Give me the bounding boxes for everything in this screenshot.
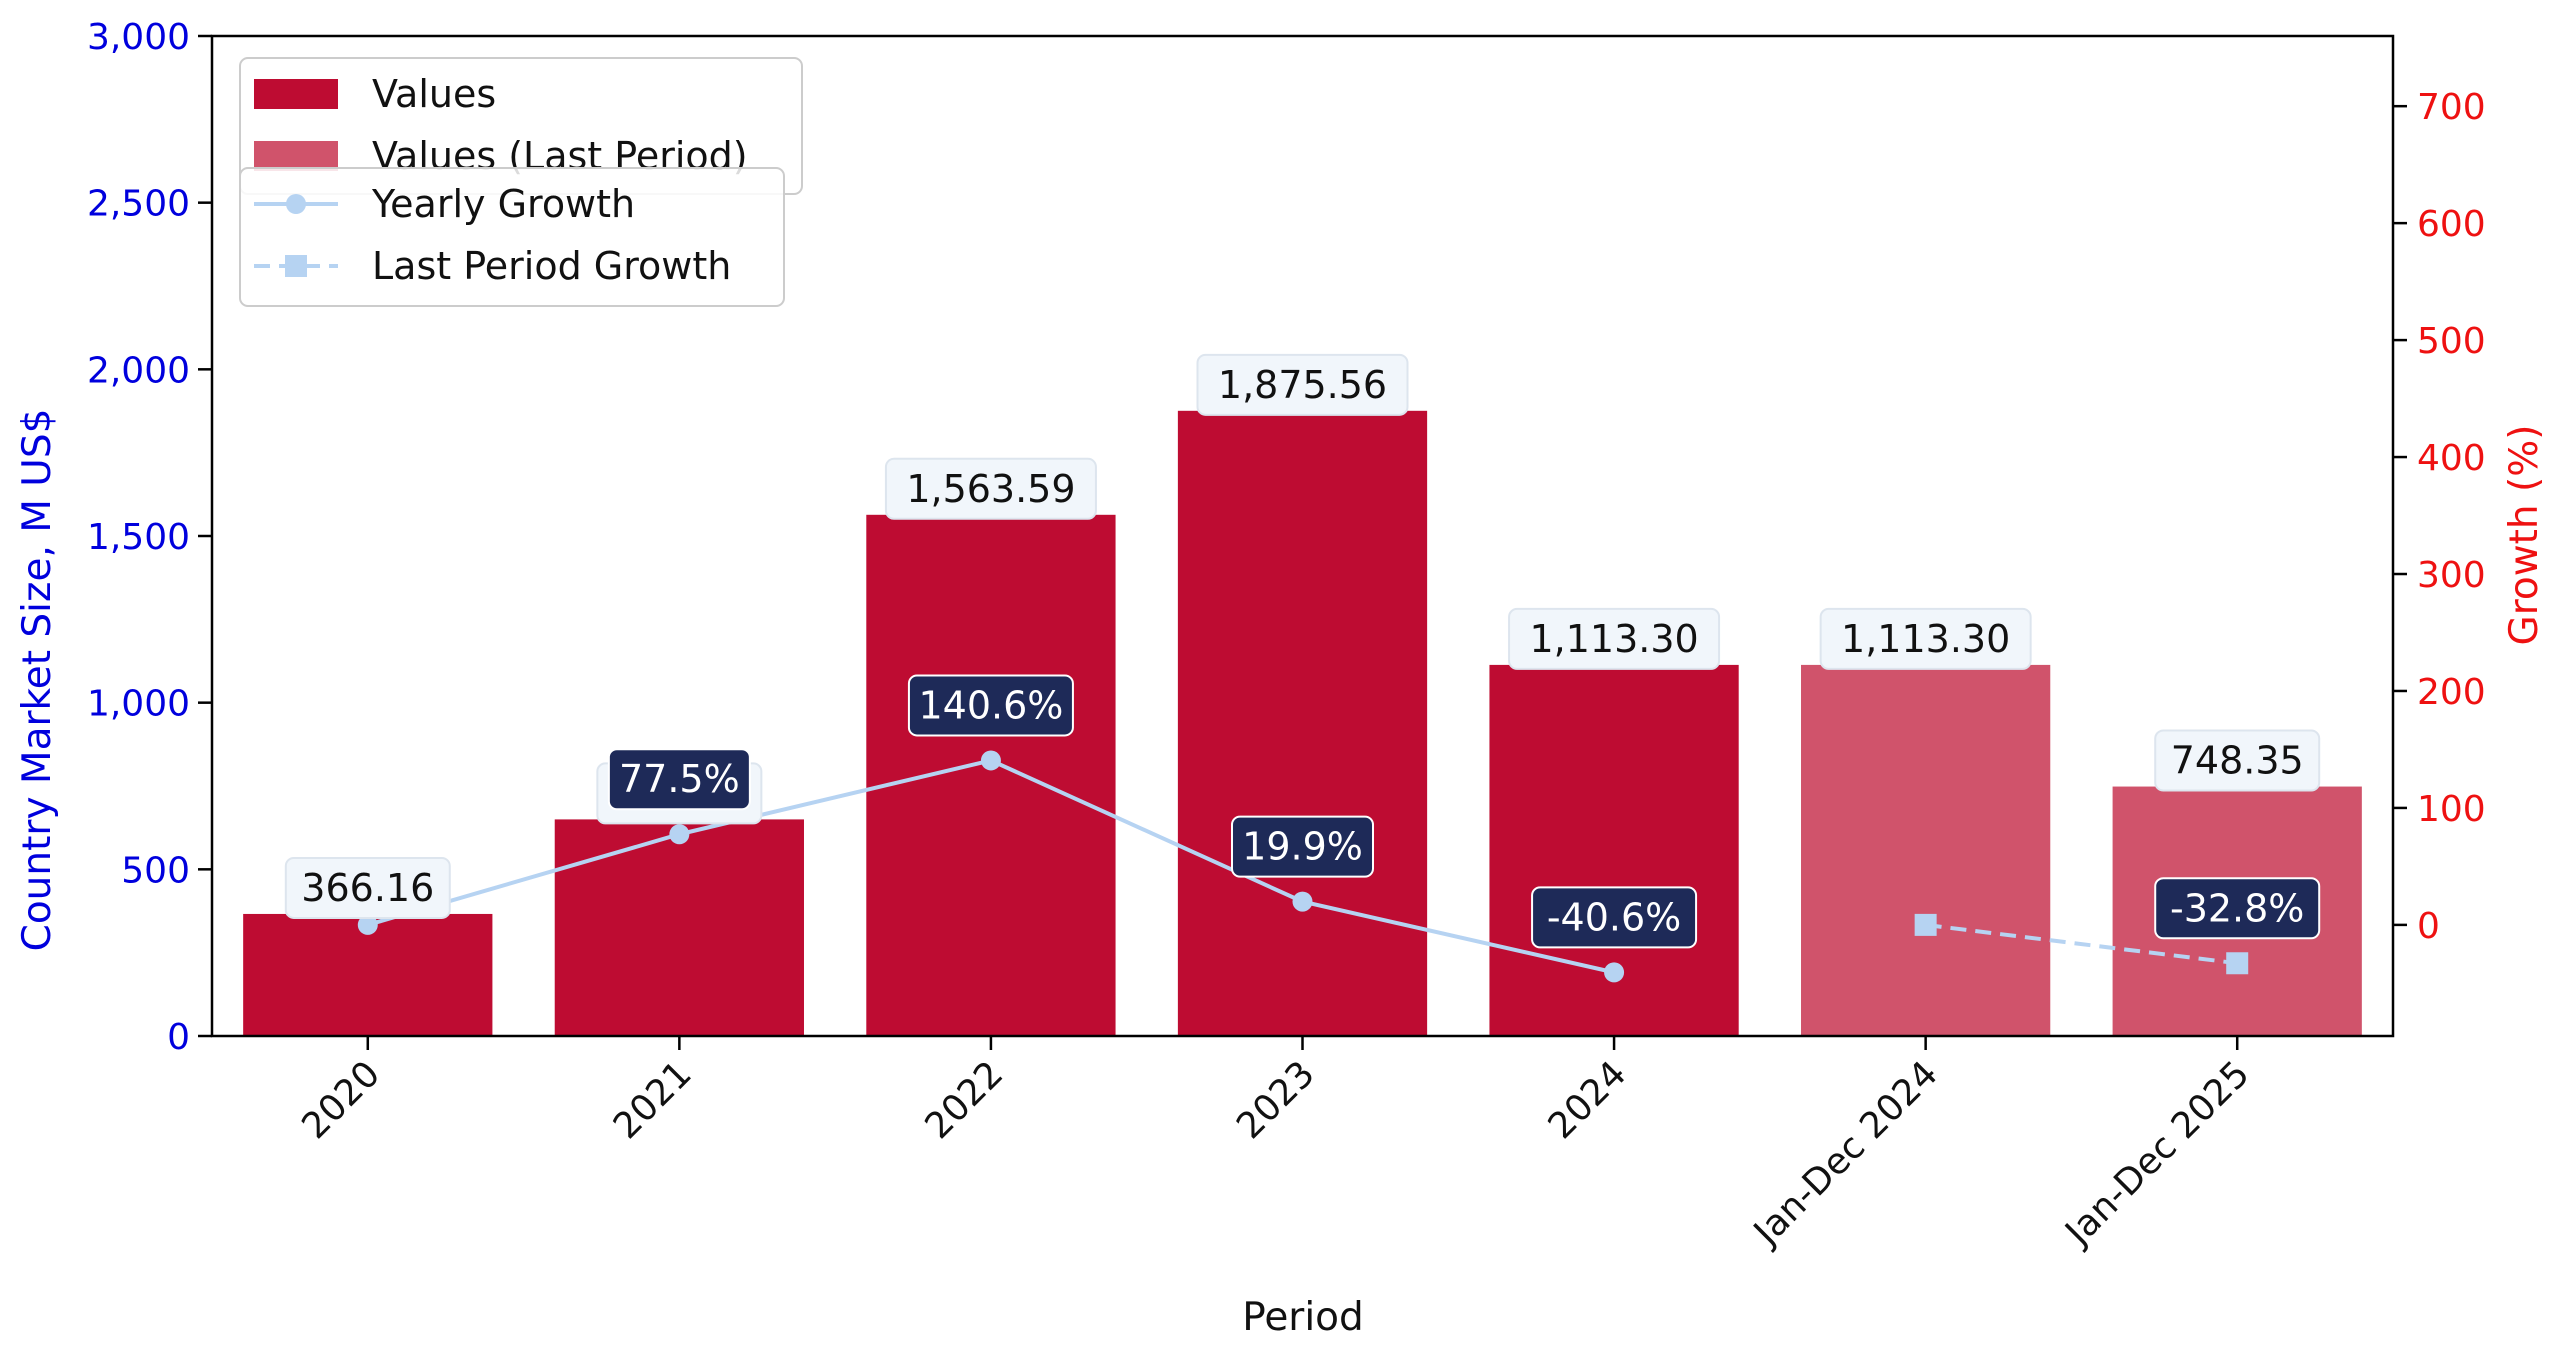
legend-label-values: Values — [372, 72, 496, 116]
y-tick-label-left: 1,500 — [87, 517, 190, 558]
y-tick-label-left: 2,500 — [87, 184, 190, 225]
growth-label-group: 77.5% — [607, 748, 751, 811]
legend-label-last-period-growth: Last Period Growth — [372, 244, 731, 288]
legend-marker-last-period-growth — [285, 255, 307, 277]
legend-swatch-values — [254, 79, 338, 109]
yearly-growth-marker — [1292, 891, 1313, 912]
y-tick-label-right: 500 — [2417, 321, 2486, 362]
y-tick-label-right: 200 — [2417, 672, 2486, 713]
y-tick-label-left: 1,000 — [87, 684, 190, 725]
growth-label-box — [1231, 815, 1374, 878]
yearly-growth-marker — [357, 914, 378, 935]
data-labels-layer: 366.16649.781,563.591,875.561,113.301,11… — [284, 353, 2321, 949]
legend-marker-yearly-growth — [286, 194, 306, 214]
yearly-growth-marker — [1604, 962, 1625, 983]
growth-label-box — [607, 748, 751, 811]
last-period-growth-marker — [1914, 913, 1937, 936]
y-axis-title-left: Country Market Size, M US$ — [15, 409, 60, 952]
value-label-box — [284, 856, 451, 919]
x-tick-label: Jan-Dec 2025 — [2057, 1053, 2258, 1254]
growth-lines-layer — [357, 750, 2249, 983]
value-label: 748.35 — [2171, 739, 2304, 783]
legend-label-yearly-growth: Yearly Growth — [371, 182, 635, 226]
value-label-box — [1196, 353, 1409, 416]
value-label: 1,113.30 — [1841, 617, 2010, 661]
value-label-group: 366.16 — [284, 856, 451, 919]
y-tick-label-right: 0 — [2417, 906, 2440, 947]
last-period-growth-line — [1925, 922, 2238, 966]
yearly-growth-marker — [980, 750, 1001, 771]
growth-label: 19.9% — [1242, 825, 1363, 869]
x-tick-label: 2021 — [606, 1053, 700, 1147]
value-label-box — [1508, 607, 1721, 670]
x-tick-label: 2023 — [1229, 1053, 1323, 1147]
y-tick-label-left: 3,000 — [87, 17, 190, 58]
x-tick-label: 2022 — [918, 1053, 1012, 1147]
growth-label-box — [2154, 877, 2321, 940]
growth-label-group: -40.6% — [1531, 886, 1698, 949]
value-label: 366.16 — [301, 866, 434, 910]
y-tick-label-left: 0 — [167, 1017, 190, 1058]
x-tick-label: 2024 — [1541, 1053, 1635, 1147]
growth-label: -32.8% — [2170, 886, 2304, 930]
last-period-growth-marker — [2226, 952, 2249, 975]
y-axis-title-right: Growth (%) — [2502, 424, 2547, 645]
x-tick-label: Jan-Dec 2024 — [1745, 1053, 1946, 1254]
legend-swatch-values-last-period — [254, 141, 338, 171]
growth-label-group: -32.8% — [2154, 877, 2321, 940]
growth-label-group: 19.9% — [1231, 815, 1374, 878]
bars-layer — [243, 410, 2362, 1036]
value-label-group: 1,113.30 — [1508, 607, 1721, 670]
value-label-group: 1,875.56 — [1196, 353, 1409, 416]
value-label: 1,563.59 — [906, 467, 1075, 511]
y-tick-label-left: 2,000 — [87, 350, 190, 391]
value-label-group: 1,563.59 — [884, 457, 1097, 520]
legend-box-lines — [239, 167, 785, 307]
bar-2022 — [866, 514, 1116, 1036]
x-tick-label: 2020 — [294, 1053, 388, 1147]
y-tick-label-right: 700 — [2417, 87, 2486, 128]
value-label-box — [2154, 729, 2321, 792]
growth-label-box — [907, 674, 1074, 737]
bar-jan-dec-2024 — [1801, 664, 2051, 1036]
growth-label-group: 140.6% — [907, 674, 1074, 737]
value-label: 1,875.56 — [1218, 363, 1387, 407]
x-axis-title: Period — [1242, 1295, 1364, 1340]
y-tick-label-right: 600 — [2417, 204, 2486, 245]
value-label: 1,113.30 — [1529, 617, 1698, 661]
value-label-group: 748.35 — [2154, 729, 2321, 792]
bar-2021 — [554, 819, 804, 1036]
y-tick-label-right: 400 — [2417, 438, 2486, 479]
growth-label: 77.5% — [619, 757, 740, 801]
growth-label: 140.6% — [918, 683, 1063, 727]
value-label-box — [884, 457, 1097, 520]
growth-label: -40.6% — [1547, 895, 1681, 939]
y-tick-label-left: 500 — [121, 850, 190, 891]
yearly-growth-marker — [669, 824, 690, 845]
y-tick-label-right: 100 — [2417, 789, 2486, 830]
growth-label-box — [1531, 886, 1698, 949]
value-label-box — [1819, 607, 2032, 670]
value-label-group: 1,113.30 — [1819, 607, 2032, 670]
y-tick-label-right: 300 — [2417, 555, 2486, 596]
bar-2023 — [1177, 410, 1428, 1036]
